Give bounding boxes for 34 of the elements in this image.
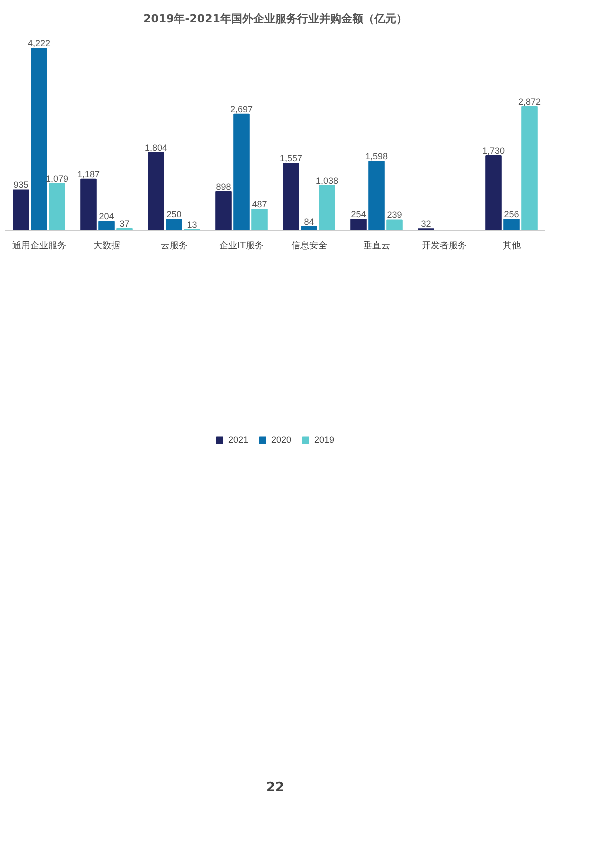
x-tick-label: 大数据 [93,240,120,252]
data-label: 204 [99,212,114,222]
data-label: 4,222 [28,38,51,49]
x-tick-label: 信息安全 [291,240,328,252]
legend-label: 2019 [314,435,335,446]
data-label: 256 [504,209,520,220]
data-label: 250 [166,210,182,220]
data-label: 32 [421,219,432,230]
x-tick-label: 其他 [502,240,521,252]
legend-label: 2020 [271,435,292,446]
data-label: 37 [120,218,130,229]
x-tick-label: 垂直云 [363,240,390,252]
x-tick-label: 企业IT服务 [220,240,264,252]
data-label: 935 [14,180,29,190]
data-label: 84 [304,216,314,227]
x-tick-label: 开发者服务 [422,240,467,252]
chart-title: 2019年-2021年国外企业服务行业并购金额（亿元） [144,12,408,26]
data-label: 1,730 [482,146,506,156]
data-label: 898 [216,182,232,192]
data-label: 2,872 [518,96,542,107]
data-label: 239 [387,210,402,220]
x-tick-label: 云服务 [160,240,188,252]
data-label: 13 [187,220,198,230]
data-label: 1,557 [280,153,303,164]
data-label: 1,187 [77,169,100,180]
data-label: 1,038 [316,176,339,186]
data-label: 1,804 [144,142,168,153]
data-label: 1,598 [365,152,388,162]
text: 22 [266,780,285,796]
legend-label: 2021 [228,435,248,446]
data-label: 487 [252,200,268,210]
x-tick-label: 通用企业服务 [12,240,66,252]
data-label: 254 [351,210,366,220]
data-label: 2,697 [230,104,254,114]
